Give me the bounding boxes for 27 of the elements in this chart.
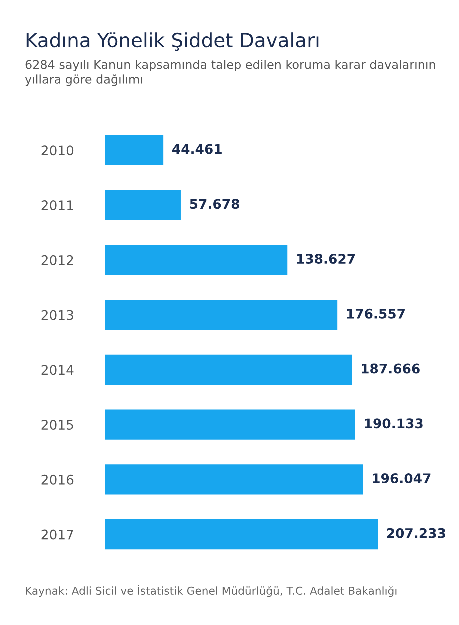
bar xyxy=(105,190,181,220)
data-label: 196.047 xyxy=(373,474,431,484)
bar xyxy=(105,464,364,495)
y-tick-label: 2015 xyxy=(42,420,74,430)
y-tick-label: 2013 xyxy=(42,310,74,320)
chart-title: Kadına Yönelik Şiddet Davaları xyxy=(26,32,319,52)
y-tick-label: 2010 xyxy=(42,146,74,156)
y-tick-label: 2011 xyxy=(42,200,74,211)
bar xyxy=(105,354,352,386)
text: Kaynak: Adli Sicil ve İstatistik Genel Müdürlüğü, T.C. Adalet Bakanlığı xyxy=(26,585,397,598)
bar xyxy=(105,245,288,276)
data-label: 187.666 xyxy=(362,364,420,374)
data-label: 207.233 xyxy=(387,528,446,538)
y-tick-label: 2016 xyxy=(42,474,74,485)
data-label: 176.557 xyxy=(347,308,405,319)
chart-subtitle: 6284 sayılı Kanun kapsamında talep edilen koruma karar davalarının yıllara göre dağılımı xyxy=(25,60,436,86)
y-tick-label: 2012 xyxy=(42,255,74,266)
data-label: 57.678 xyxy=(190,199,240,210)
data-label: 44.461 xyxy=(172,144,222,154)
data-label: 138.627 xyxy=(297,254,355,264)
bar xyxy=(105,410,356,440)
y-tick-label: 2017 xyxy=(42,530,74,540)
data-label: 190.133 xyxy=(365,418,423,429)
bar xyxy=(105,300,338,330)
y-tick-label: 2014 xyxy=(42,365,74,376)
bar xyxy=(105,519,378,550)
bar xyxy=(105,135,164,166)
